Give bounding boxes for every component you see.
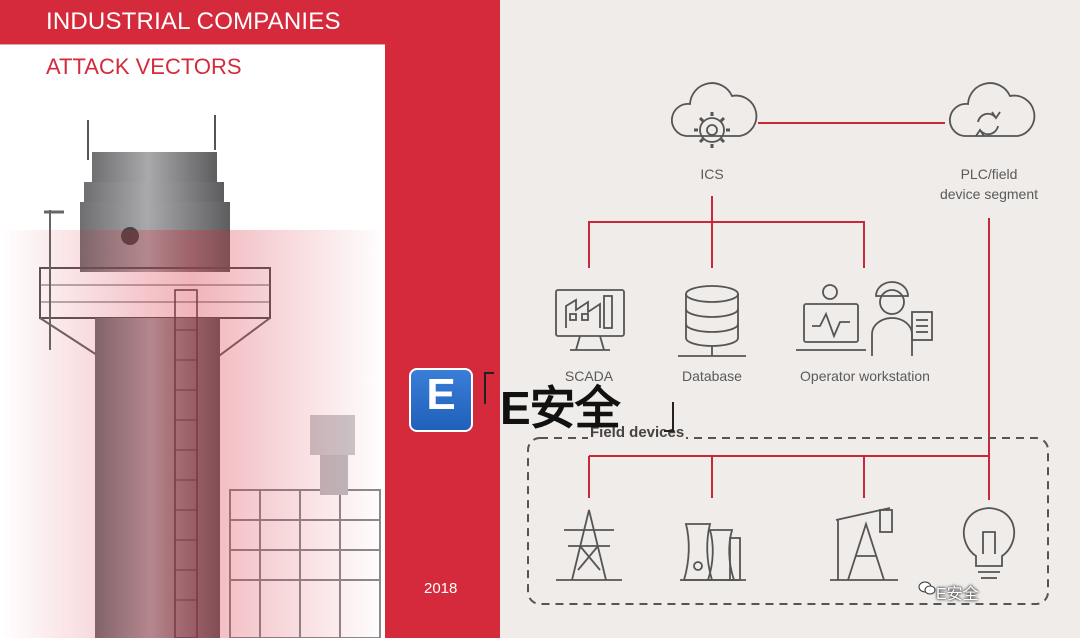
wechat-icon xyxy=(918,581,936,595)
scada-label: SCADA xyxy=(564,368,614,384)
page-subtitle: ATTACK VECTORS xyxy=(46,54,242,79)
header-bar xyxy=(0,0,500,44)
power-plant-icon xyxy=(680,523,746,581)
database-label: Database xyxy=(682,368,742,384)
power-tower-icon xyxy=(556,509,622,581)
cloud-sync-icon xyxy=(949,82,1036,137)
watermark-bracket-left xyxy=(484,372,494,404)
operator-workstation-label: Operator workstation xyxy=(800,368,930,384)
watermark-text: E安全 xyxy=(500,382,621,434)
field-devices-group-box xyxy=(527,437,1049,605)
ics-branch-connector xyxy=(588,221,865,268)
operator-workstation-icon xyxy=(796,281,933,356)
red-band xyxy=(385,44,500,638)
oil-pump-icon xyxy=(830,507,898,581)
light-bulb-icon xyxy=(962,507,1016,579)
watermark-small-text: E安全 xyxy=(936,586,979,603)
scada-monitor-icon xyxy=(555,289,625,351)
ics-label: ICS xyxy=(700,166,724,182)
network-diagram xyxy=(527,82,1049,605)
industrial-tower-illustration xyxy=(0,115,385,638)
year-label: 2018 xyxy=(424,580,458,597)
watermark-logo xyxy=(409,368,473,432)
page-title: INDUSTRIAL COMPANIES xyxy=(46,8,341,35)
database-icon xyxy=(678,285,746,357)
plc-label-line2: device segment xyxy=(939,186,1039,202)
plc-label-line1: PLC/field xyxy=(960,166,1018,182)
connection-lines xyxy=(588,122,990,500)
field-devices-label: Field devices xyxy=(588,424,687,441)
watermark-bracket-right xyxy=(664,402,674,432)
watermark-logo-letter: E xyxy=(426,370,456,419)
header-divider xyxy=(0,44,385,45)
cloud-gear-icon xyxy=(671,82,758,148)
